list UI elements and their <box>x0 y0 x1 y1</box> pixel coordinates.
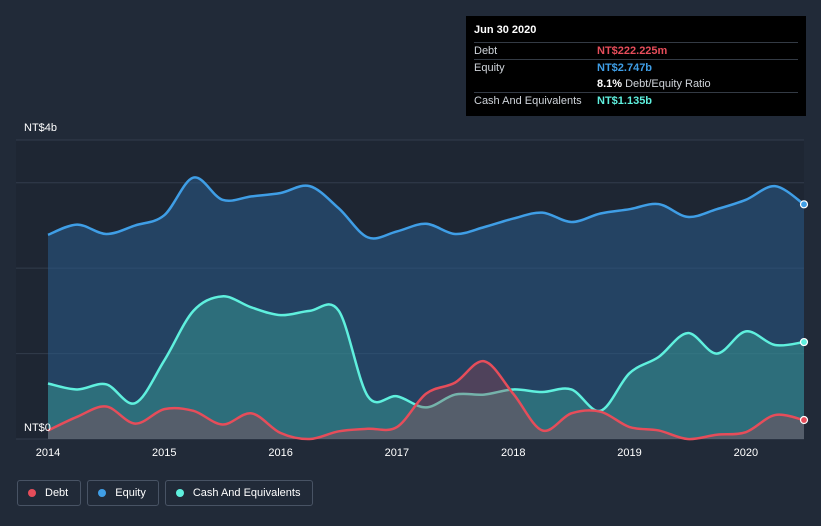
tooltip-debt-row: Debt NT$222.225m <box>474 42 798 59</box>
legend-dot-cash <box>175 489 184 497</box>
tooltip-cash-label: Cash And Equivalents <box>474 95 582 107</box>
x-tick-label: 2019 <box>617 447 642 459</box>
tooltip-equity-value: NT$2.747b <box>597 62 653 74</box>
tooltip-equity-label: Equity <box>474 62 505 74</box>
legend-label-cash: Cash And Equivalents <box>192 487 301 499</box>
series-line-debt <box>47 360 805 441</box>
x-tick-label: 2014 <box>35 447 61 459</box>
y-tick-label-zero: NT$0 <box>24 422 51 434</box>
tooltip-cash-value: NT$1.135b <box>597 95 653 107</box>
legend-item-debt[interactable]: Debt <box>17 480 82 506</box>
legend-dot-equity <box>98 489 107 497</box>
legend-item-cash[interactable]: Cash And Equivalents <box>164 480 314 506</box>
x-tick-label: 2015 <box>152 447 177 459</box>
y-tick-label-top: NT$4b <box>24 122 58 134</box>
tooltip-cash-row: Cash And Equivalents NT$1.135b <box>474 92 798 109</box>
tooltip-panel: Jun 30 2020 Debt NT$222.225m Equity NT$2… <box>466 16 806 116</box>
x-tick-label: 2020 <box>733 447 759 459</box>
end-markers <box>799 200 809 425</box>
tooltip-date: Jun 30 2020 <box>474 24 537 36</box>
tooltip-equity-row: Equity NT$2.747b <box>474 59 798 76</box>
x-tick-label: 2016 <box>268 447 293 459</box>
series-line-equity <box>47 176 805 240</box>
tooltip-debt-value: NT$222.225m <box>597 45 668 57</box>
legend-label-debt: Debt <box>45 487 69 499</box>
series-layer <box>47 176 805 441</box>
series-area-equity <box>48 177 804 439</box>
x-tick-label: 2017 <box>384 447 410 459</box>
legend-dot-debt <box>28 489 36 497</box>
legend-item-equity[interactable]: Equity <box>87 480 159 506</box>
tooltip-ratio-label: Debt/Equity Ratio <box>625 78 711 90</box>
end-marker-cash-and-equivalents <box>799 337 809 347</box>
x-tick-label: 2018 <box>500 447 526 459</box>
series-line-cash-and-equivalents <box>47 295 805 413</box>
end-marker-equity <box>799 200 809 209</box>
chart-legend: Debt Equity Cash And Equivalents <box>17 480 314 506</box>
tooltip-ratio-row: 8.1% Debt/Equity Ratio <box>474 76 798 92</box>
tooltip-ratio-value: 8.1% <box>597 78 623 90</box>
end-marker-debt <box>799 415 809 425</box>
tooltip-debt-label: Debt <box>474 45 498 57</box>
series-area-cash-and-equivalents <box>48 296 804 439</box>
legend-label-equity: Equity <box>115 487 146 499</box>
